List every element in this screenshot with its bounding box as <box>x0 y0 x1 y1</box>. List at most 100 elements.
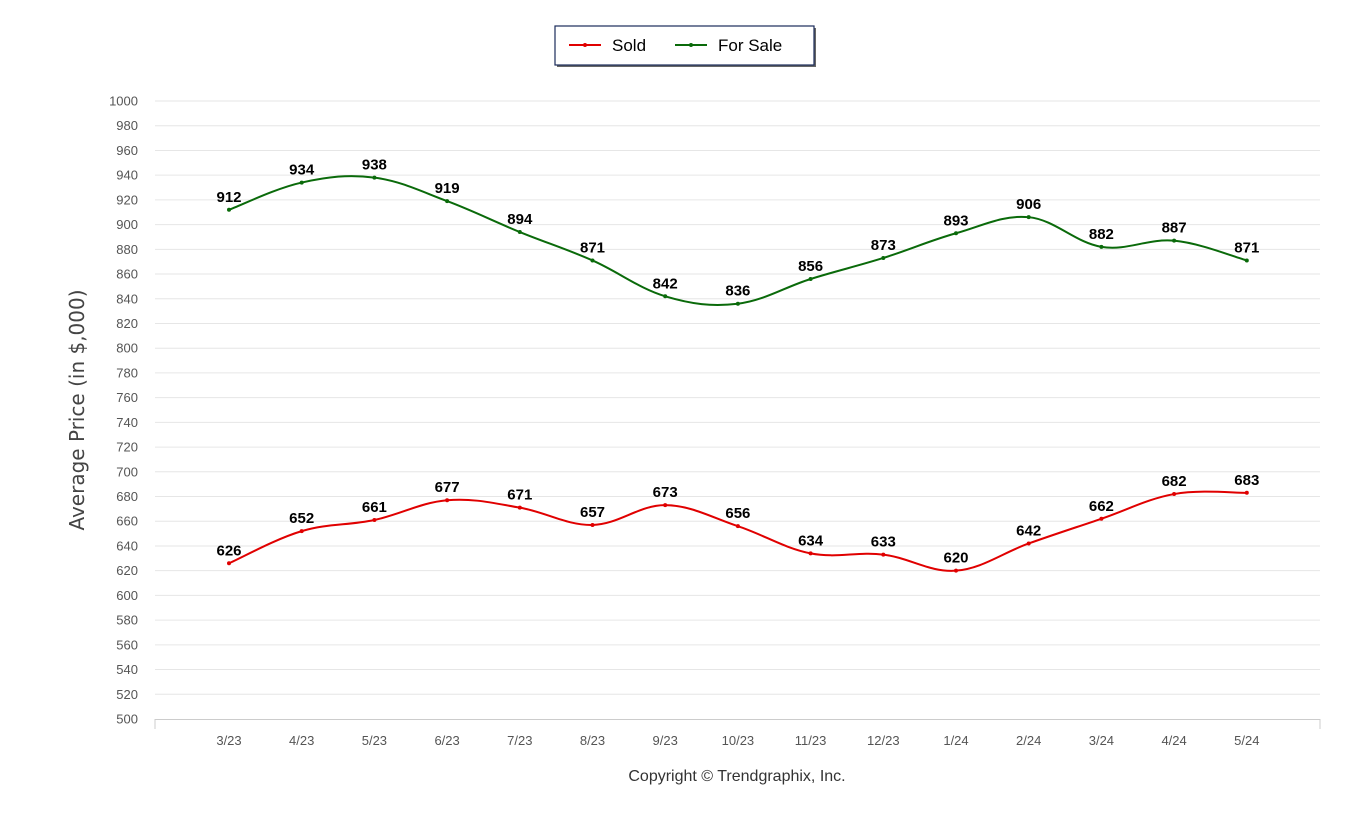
y-tick-label: 920 <box>116 192 138 207</box>
data-label-sold: 661 <box>362 499 387 516</box>
y-tick-label: 680 <box>116 489 138 504</box>
data-label-for-sale: 871 <box>1234 239 1259 256</box>
x-tick-label: 3/24 <box>1089 733 1114 748</box>
legend-item-sold: Sold <box>569 36 646 55</box>
data-point-sold <box>954 568 958 573</box>
data-point-for-sale <box>227 207 231 212</box>
data-point-for-sale <box>735 301 740 306</box>
legend-item-for-sale: For Sale <box>675 36 782 55</box>
x-tick-label: 11/23 <box>795 733 827 748</box>
y-tick-label: 1000 <box>109 94 138 109</box>
data-label-sold: 673 <box>653 484 678 501</box>
data-point-sold <box>517 505 522 510</box>
data-point-sold <box>372 518 377 523</box>
data-point-for-sale <box>299 180 304 185</box>
y-tick-label: 660 <box>116 514 138 529</box>
data-point-sold <box>227 561 231 566</box>
data-point-for-sale <box>808 276 813 281</box>
x-tick-label: 5/23 <box>362 733 387 748</box>
data-label-for-sale: 938 <box>362 157 387 174</box>
data-label-for-sale: 887 <box>1162 220 1187 237</box>
axes: 500 520 540 560 580 600 620 640 660 680 700 720 740 7… <box>109 94 1321 748</box>
y-tick-label: 940 <box>116 168 138 183</box>
y-tick-label: 860 <box>116 267 138 282</box>
y-tick-label: 820 <box>116 316 138 331</box>
y-tick-label: 520 <box>116 687 138 702</box>
y-tick-label: 980 <box>116 118 138 133</box>
data-point-for-sale <box>1172 238 1177 243</box>
data-label-for-sale: 934 <box>289 162 315 179</box>
data-point-for-sale <box>445 199 450 204</box>
legend-label-for-sale: For Sale <box>718 36 782 55</box>
legend: Sold For Sale <box>554 25 816 67</box>
gridlines <box>155 100 1320 695</box>
y-tick-label: 780 <box>116 365 138 380</box>
x-tick-label: 4/24 <box>1161 733 1186 748</box>
data-point-for-sale <box>1244 258 1249 263</box>
y-tick-label: 580 <box>116 613 138 628</box>
y-tick-label: 700 <box>116 464 138 479</box>
y-tick-label: 800 <box>116 341 138 356</box>
data-point-for-sale <box>1026 215 1031 220</box>
x-tick-label: 12/23 <box>867 733 900 748</box>
y-tick-label: 720 <box>116 440 138 455</box>
y-tick-label: 560 <box>116 637 138 652</box>
y-tick-label: 640 <box>116 538 138 553</box>
legend-marker-sold <box>583 43 587 47</box>
series-lines <box>227 175 1249 573</box>
x-tick-label: 8/23 <box>580 733 605 748</box>
data-point-sold <box>590 522 595 527</box>
data-label-sold: 620 <box>943 550 968 567</box>
legend-label-sold: Sold <box>612 36 646 55</box>
data-label-sold: 634 <box>798 532 824 549</box>
x-tick-label: 3/23 <box>216 733 241 748</box>
data-label-sold: 633 <box>871 534 896 551</box>
copyright-text: Copyright © Trendgraphix, Inc. <box>628 768 845 785</box>
y-tick-label: 620 <box>116 563 138 578</box>
data-label-for-sale: 836 <box>725 283 750 300</box>
data-label-sold: 682 <box>1162 473 1187 490</box>
data-label-sold: 671 <box>507 487 532 504</box>
data-point-sold <box>735 524 740 529</box>
data-point-for-sale <box>954 231 958 236</box>
data-point-for-sale <box>372 175 377 180</box>
x-tick-label: 4/23 <box>289 733 314 748</box>
x-tick-label: 2/24 <box>1016 733 1041 748</box>
data-label-for-sale: 882 <box>1089 226 1114 243</box>
data-label-sold: 626 <box>216 542 241 559</box>
x-tick-label: 9/23 <box>653 733 678 748</box>
data-point-sold <box>1172 492 1177 497</box>
data-label-for-sale: 919 <box>435 180 460 197</box>
legend-marker-for-sale <box>689 43 693 47</box>
x-tick-label: 6/23 <box>434 733 459 748</box>
data-label-sold: 642 <box>1016 522 1041 539</box>
data-point-for-sale <box>517 230 522 235</box>
y-tick-label: 540 <box>116 662 138 677</box>
x-tick-label: 1/24 <box>943 733 968 748</box>
data-label-sold: 656 <box>725 505 750 522</box>
x-tick-label: 5/24 <box>1234 733 1259 748</box>
x-tick-label: 10/23 <box>722 733 755 748</box>
data-point-sold <box>663 503 668 508</box>
data-point-sold <box>1244 490 1249 495</box>
y-tick-label: 500 <box>116 712 138 727</box>
data-point-sold <box>445 498 450 503</box>
data-point-sold <box>1099 516 1104 521</box>
data-label-for-sale: 856 <box>798 258 823 275</box>
data-label-for-sale: 842 <box>653 275 678 292</box>
y-axis-label: Average Price (in $,000) <box>65 289 89 530</box>
data-label-sold: 657 <box>580 504 605 521</box>
data-label-for-sale: 912 <box>216 189 241 206</box>
y-tick-label: 740 <box>116 415 138 430</box>
y-tick-label: 960 <box>116 143 138 158</box>
data-labels: 626 652 661 677 671 657 673 656 634 633 620 642 662 6… <box>216 157 1259 567</box>
y-tick-label: 900 <box>116 217 138 232</box>
data-point-sold <box>808 551 813 556</box>
data-point-for-sale <box>590 258 595 263</box>
y-tick-label: 760 <box>116 390 138 405</box>
data-point-for-sale <box>1099 244 1104 249</box>
data-label-sold: 662 <box>1089 498 1114 515</box>
y-tick-label: 880 <box>116 242 138 257</box>
data-point-for-sale <box>881 255 886 260</box>
